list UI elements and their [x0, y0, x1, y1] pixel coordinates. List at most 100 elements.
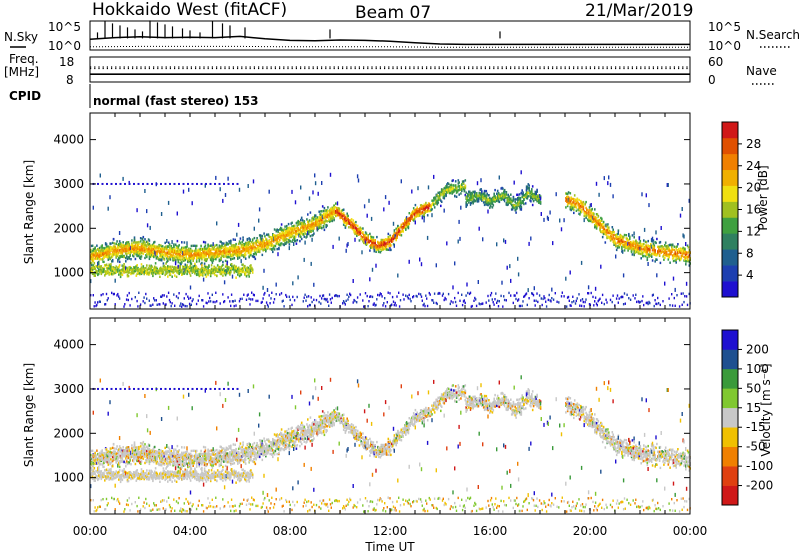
power-echo	[372, 247, 375, 250]
power-echo	[152, 303, 154, 306]
power-echo	[137, 245, 139, 248]
power-echo	[166, 239, 168, 243]
power-echo	[321, 297, 323, 300]
power-echo	[160, 251, 162, 254]
power-echo	[326, 220, 328, 223]
power-echo	[296, 295, 298, 299]
power-echo	[468, 201, 470, 204]
power-echo	[467, 291, 469, 295]
power-echo	[354, 232, 356, 236]
power-echo	[578, 293, 580, 296]
power-echo	[593, 218, 595, 221]
power-echo	[121, 255, 124, 258]
power-echo	[205, 255, 208, 258]
power-echo	[439, 192, 441, 195]
power-echo	[331, 206, 334, 209]
power-echo	[255, 239, 257, 243]
power-echo	[465, 191, 467, 194]
power-echo	[253, 249, 256, 252]
power-echo	[566, 200, 568, 203]
power-echo	[248, 245, 250, 249]
power-echo	[309, 234, 312, 238]
power-echo	[155, 252, 158, 256]
power-echo	[155, 257, 158, 260]
power-echo	[594, 296, 597, 299]
power-echo	[239, 242, 242, 245]
power-echo	[335, 294, 338, 297]
power-echo	[419, 212, 422, 215]
power-echo	[293, 227, 296, 230]
power-echo	[356, 296, 359, 299]
power-echo	[285, 234, 287, 237]
power-echo	[209, 244, 211, 248]
power-echo	[600, 219, 602, 223]
power-echo	[370, 235, 372, 238]
power-echo	[282, 243, 285, 246]
power-echo	[495, 292, 497, 295]
power-echo	[308, 196, 311, 201]
power-echo	[495, 196, 497, 200]
power-echo	[300, 237, 303, 241]
power-echo	[293, 237, 296, 241]
power-echo	[599, 222, 601, 225]
power-echo	[606, 301, 608, 304]
power-echo	[230, 269, 232, 272]
power-echo	[170, 255, 173, 258]
power-echo	[209, 274, 212, 278]
power-echo	[568, 201, 571, 205]
power-echo	[510, 193, 512, 196]
power-echo	[250, 267, 252, 270]
power-echo	[321, 181, 323, 185]
power-echo	[250, 246, 252, 249]
power-echo	[273, 244, 276, 248]
power-echo	[237, 242, 240, 245]
power-echo	[313, 282, 315, 287]
power-echo	[282, 229, 285, 232]
power-echo	[234, 247, 236, 251]
power-echo	[117, 268, 119, 271]
power-echo	[216, 221, 218, 226]
power-echo	[162, 267, 165, 270]
power-echo	[309, 303, 311, 307]
power-echo	[479, 188, 481, 192]
power-echo	[319, 220, 321, 223]
power-echo	[267, 233, 270, 236]
power-echo	[373, 246, 375, 251]
power-echo	[517, 193, 519, 196]
power-echo	[104, 303, 106, 306]
power-echo	[169, 300, 171, 304]
power-echo	[258, 246, 260, 249]
power-echo	[114, 245, 117, 248]
power-echo	[572, 197, 574, 201]
power-echo	[355, 227, 357, 230]
power-echo	[162, 262, 165, 265]
power-echo	[196, 256, 199, 259]
power-echo	[494, 198, 496, 202]
power-echo	[587, 216, 590, 219]
power-echo	[474, 191, 476, 194]
power-echo	[148, 250, 151, 253]
power-echo	[375, 303, 377, 307]
power-echo	[249, 270, 251, 274]
power-echo	[111, 251, 114, 254]
power-echo	[227, 296, 229, 299]
power-echo	[421, 210, 424, 214]
power-echo	[381, 243, 383, 246]
power-echo	[560, 295, 563, 298]
power-echo	[307, 225, 310, 229]
power-echo	[507, 196, 509, 200]
power-echo	[520, 208, 523, 211]
power-echo	[246, 270, 249, 274]
power-echo	[297, 275, 299, 280]
power-echo	[184, 304, 186, 308]
power-echo	[125, 269, 127, 272]
power-echo	[102, 270, 104, 274]
power-echo	[608, 236, 610, 239]
power-echo	[304, 225, 306, 228]
power-echo	[216, 300, 218, 303]
power-echo	[424, 208, 426, 212]
power-echo	[125, 249, 127, 253]
power-echo	[468, 194, 470, 197]
power-echo	[101, 253, 103, 256]
power-echo	[567, 197, 570, 202]
